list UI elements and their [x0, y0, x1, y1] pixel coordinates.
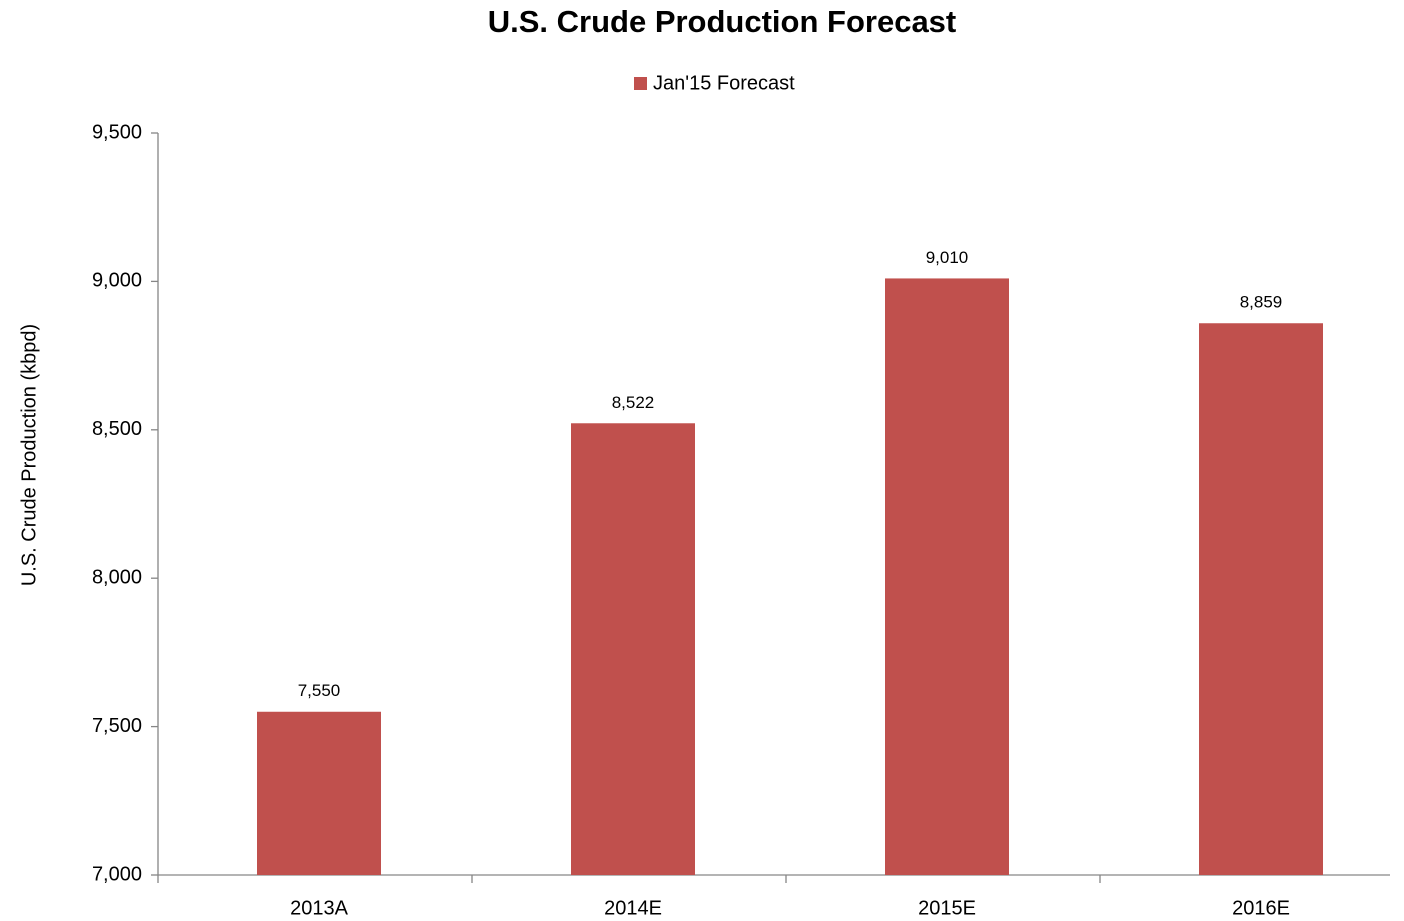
value-label: 8,859 [1240, 293, 1283, 312]
bar [571, 423, 695, 875]
y-tick-label: 9,000 [92, 270, 142, 292]
x-tick-label: 2015E [918, 897, 976, 919]
bar [257, 711, 381, 875]
bar [885, 278, 1009, 875]
chart-title: U.S. Crude Production Forecast [488, 4, 957, 39]
x-tick-label: 2014E [604, 897, 662, 919]
bar [1199, 323, 1323, 876]
y-tick-label: 7,000 [92, 863, 142, 885]
y-tick-label: 8,000 [92, 566, 142, 588]
x-tick-label: 2013A [290, 897, 348, 919]
legend-label: Jan'15 Forecast [653, 72, 795, 94]
y-axis-label: U.S. Crude Production (kbpd) [18, 324, 40, 586]
y-tick-label: 9,500 [92, 121, 142, 143]
value-label: 9,010 [926, 248, 969, 267]
value-label: 7,550 [298, 681, 341, 700]
legend-swatch [634, 77, 647, 90]
value-label: 8,522 [612, 393, 655, 412]
y-tick-label: 8,500 [92, 418, 142, 440]
x-tick-label: 2016E [1232, 897, 1290, 919]
y-tick-label: 7,500 [92, 715, 142, 737]
